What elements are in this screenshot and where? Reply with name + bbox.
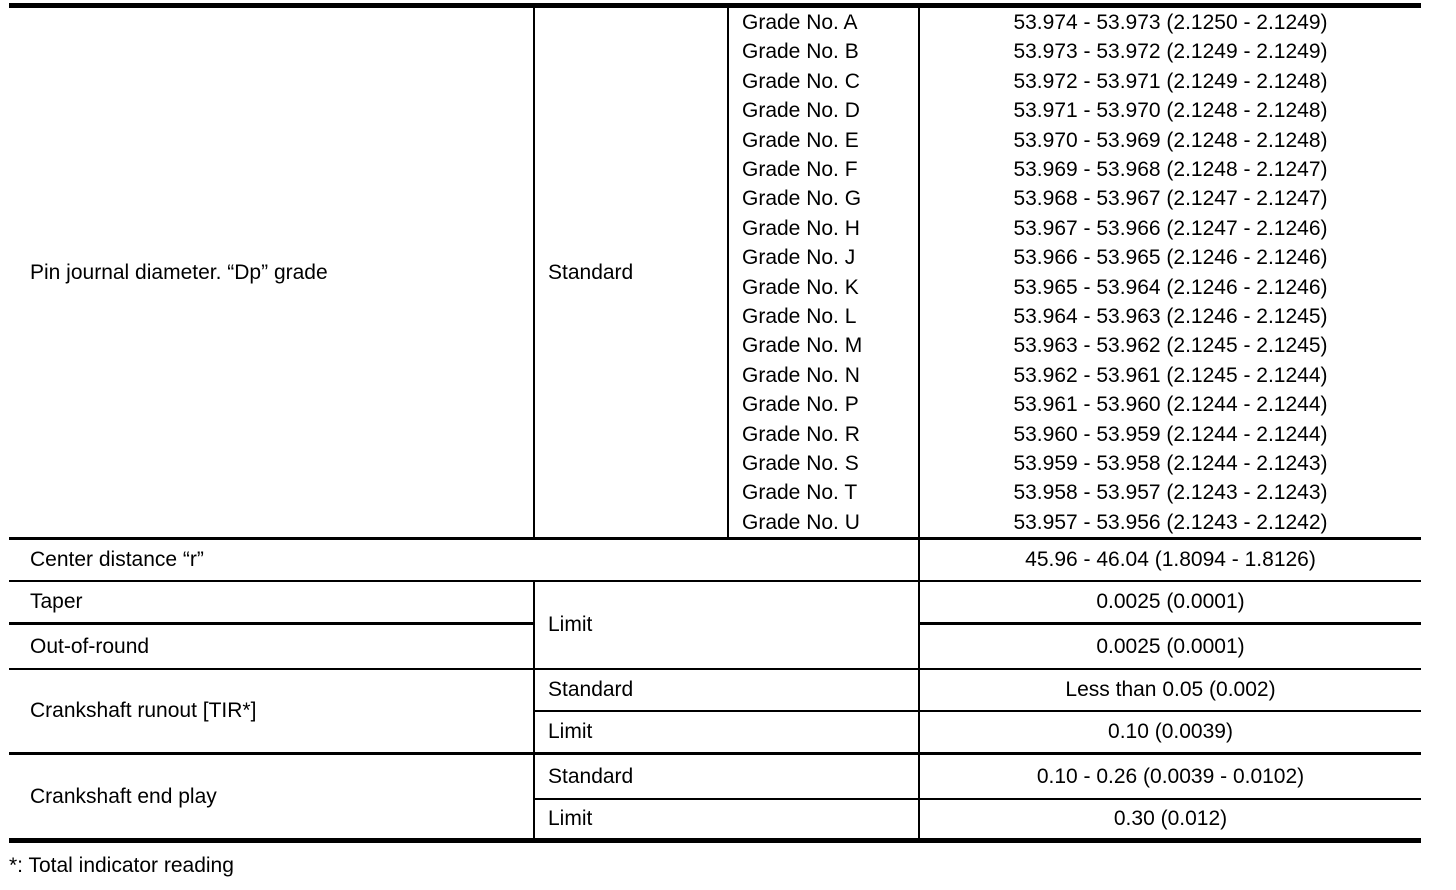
grade-value: 53.974 - 53.973 (2.1250 - 2.1249) xyxy=(1013,11,1328,35)
grade-value: 53.968 - 53.967 (2.1247 - 2.1247) xyxy=(1013,187,1328,211)
center-distance-label: Center distance “r” xyxy=(9,538,920,582)
grade-value: 53.961 - 53.960 (2.1244 - 2.1244) xyxy=(1013,393,1328,417)
crankshaft-end-play-label: Crankshaft end play xyxy=(9,753,535,841)
grade-name: Grade No. P xyxy=(742,393,859,417)
grade-values-cell: 53.974 - 53.973 (2.1250 - 2.1249) 53.973 … xyxy=(919,5,1421,540)
grade-value: 53.965 - 53.964 (2.1246 - 2.1246) xyxy=(1013,275,1328,299)
grade-name: Grade No. K xyxy=(742,275,859,299)
grade-value: 53.970 - 53.969 (2.1248 - 2.1248) xyxy=(1013,128,1328,152)
grade-name: Grade No. H xyxy=(742,216,860,240)
crankshaft-end-play-standard-condition: Standard xyxy=(534,753,920,800)
grade-name: Grade No. G xyxy=(742,187,862,211)
taper-oor-condition: Limit xyxy=(534,580,920,670)
crankshaft-end-play-standard-row: Crankshaft end play Standard 0.10 - 0.26… xyxy=(9,753,1421,841)
footnote: *: Total indicator reading xyxy=(9,854,234,877)
crankshaft-runout-standard-value: Less than 0.05 (0.002) xyxy=(919,668,1421,712)
grade-value: 53.960 - 53.959 (2.1244 - 2.1244) xyxy=(1013,422,1328,446)
grade-name: Grade No. A xyxy=(742,11,858,35)
grade-name: Grade No. L xyxy=(742,304,857,328)
grade-name: Grade No. U xyxy=(742,510,860,534)
grade-value: 53.959 - 53.958 (2.1244 - 2.1243) xyxy=(1013,451,1328,475)
taper-value: 0.0025 (0.0001) xyxy=(919,580,1421,625)
grade-name: Grade No. T xyxy=(742,481,858,505)
center-distance-row: Center distance “r” 45.96 - 46.04 (1.809… xyxy=(9,538,1421,582)
crankshaft-end-play-limit-value: 0.30 (0.012) xyxy=(919,798,1421,841)
out-of-round-value: 0.0025 (0.0001) xyxy=(919,623,1421,670)
grade-name: Grade No. B xyxy=(742,40,859,64)
crankshaft-runout-limit-condition: Limit xyxy=(534,710,920,755)
grade-value: 53.957 - 53.956 (2.1243 - 2.1242) xyxy=(1013,510,1328,534)
grade-name: Grade No. N xyxy=(742,363,860,387)
crankshaft-runout-label: Crankshaft runout [TIR*] xyxy=(9,668,535,755)
grade-name: Grade No. R xyxy=(742,422,860,446)
grade-value: 53.966 - 53.965 (2.1246 - 2.1246) xyxy=(1013,246,1328,270)
grade-value: 53.962 - 53.961 (2.1245 - 2.1244) xyxy=(1013,363,1328,387)
grade-name: Grade No. E xyxy=(742,128,859,152)
taper-row: Taper Limit 0.0025 (0.0001) xyxy=(9,580,1421,670)
grade-value: 53.971 - 53.970 (2.1248 - 2.1248) xyxy=(1013,99,1328,123)
crankshaft-end-play-limit-row: Limit 0.30 (0.012) xyxy=(9,798,1421,841)
grade-name: Grade No. C xyxy=(742,69,860,93)
crankshaft-runout-limit-value: 0.10 (0.0039) xyxy=(919,710,1421,755)
out-of-round-label: Out-of-round xyxy=(9,623,535,670)
grade-name: Grade No. J xyxy=(742,246,856,270)
grade-value: 53.964 - 53.963 (2.1246 - 2.1245) xyxy=(1013,304,1328,328)
grade-value: 53.969 - 53.968 (2.1248 - 2.1247) xyxy=(1013,158,1328,182)
pin-journal-label: Pin journal diameter. “Dp” grade xyxy=(9,5,535,540)
grade-value: 53.973 - 53.972 (2.1249 - 2.1249) xyxy=(1013,40,1328,64)
pin-journal-diameter-row: Pin journal diameter. “Dp” grade Standar… xyxy=(9,5,1421,540)
grade-name: Grade No. F xyxy=(742,158,858,182)
grade-value: 53.967 - 53.966 (2.1247 - 2.1246) xyxy=(1013,216,1328,240)
center-distance-value: 45.96 - 46.04 (1.8094 - 1.8126) xyxy=(919,538,1421,582)
crankshaft-end-play-standard-value: 0.10 - 0.26 (0.0039 - 0.0102) xyxy=(919,753,1421,800)
out-of-round-row: Out-of-round 0.0025 (0.0001) xyxy=(9,623,1421,670)
pin-journal-condition: Standard xyxy=(534,5,729,540)
grade-name: Grade No. S xyxy=(742,451,859,475)
crankshaft-runout-limit-row: Limit 0.10 (0.0039) xyxy=(9,710,1421,755)
grade-name: Grade No. M xyxy=(742,334,863,358)
grade-value: 53.963 - 53.962 (2.1245 - 2.1245) xyxy=(1013,334,1328,358)
grade-value: 53.958 - 53.957 (2.1243 - 2.1243) xyxy=(1013,481,1328,505)
grade-names-list: Grade No. A Grade No. B Grade No. C Grade N… xyxy=(729,8,917,536)
grade-names-cell: Grade No. A Grade No. B Grade No. C Grade N… xyxy=(728,5,920,540)
grade-values-list: 53.974 - 53.973 (2.1250 - 2.1249) 53.973 … xyxy=(920,8,1421,536)
taper-label: Taper xyxy=(9,580,535,625)
crankshaft-runout-standard-condition: Standard xyxy=(534,668,920,712)
crankshaft-end-play-limit-condition: Limit xyxy=(534,798,920,841)
grade-name: Grade No. D xyxy=(742,99,860,123)
crankshaft-spec-table: Pin journal diameter. “Dp” grade Standar… xyxy=(9,3,1421,843)
crankshaft-runout-standard-row: Crankshaft runout [TIR*] Standard Less t… xyxy=(9,668,1421,755)
grade-value: 53.972 - 53.971 (2.1249 - 2.1248) xyxy=(1013,69,1328,93)
